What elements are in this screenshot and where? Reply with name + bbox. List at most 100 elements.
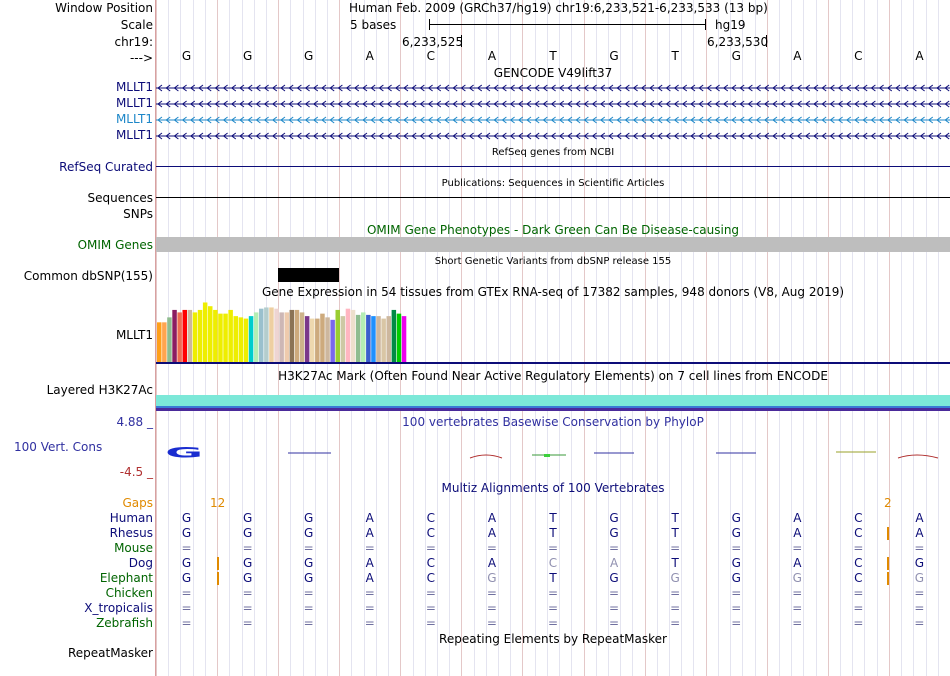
gtex-tissue-bar[interactable] (187, 309, 193, 362)
gtex-tissue-bar[interactable] (279, 312, 284, 362)
gtex-tissue-bar[interactable] (350, 309, 356, 362)
gtex-tissue-bar[interactable] (177, 312, 182, 362)
grid-line (522, 0, 524, 676)
strand-arrow (337, 100, 343, 108)
gtex-tissue-bar[interactable] (401, 316, 407, 362)
gtex-tissue-bar[interactable] (197, 309, 203, 362)
gtex-tissue-bar[interactable] (330, 319, 335, 362)
track-label-omim[interactable]: OMIM Genes (77, 238, 153, 252)
publications-line[interactable] (156, 197, 950, 198)
gtex-tissue-bar[interactable] (320, 313, 325, 362)
gtex-tissue-bar[interactable] (182, 309, 188, 362)
gtex-tissue-bar[interactable] (345, 308, 351, 362)
strand-arrow (353, 116, 360, 124)
gtex-tissue-bar[interactable] (361, 312, 366, 362)
gtex-tissue-bar[interactable] (299, 312, 305, 362)
track-label-repeatmasker[interactable]: RepeatMasker (67, 646, 153, 660)
grid-line (510, 0, 512, 676)
track-label-gencode-3[interactable]: MLLT1 (115, 112, 153, 126)
gencode-transcripts[interactable] (156, 80, 950, 144)
alignment-base: A (793, 556, 802, 570)
dbsnp-variant[interactable] (278, 268, 339, 282)
strand-arrow (403, 100, 409, 108)
gtex-tissue-bar[interactable] (218, 313, 223, 362)
species-label-elephant[interactable]: Elephant (99, 571, 153, 585)
gtex-tissue-bar[interactable] (289, 309, 295, 362)
strand-arrow (804, 132, 811, 140)
gencode-transcript-line[interactable] (156, 132, 950, 140)
gtex-tissue-bar[interactable] (192, 312, 198, 362)
gtex-tissue-bar[interactable] (208, 306, 213, 362)
gtex-tissue-bar[interactable] (243, 318, 249, 362)
track-label-phylop[interactable]: 100 Vert. Cons (14, 440, 103, 454)
track-label-dbsnp[interactable]: Common dbSNP(155) (23, 269, 153, 283)
strand-arrow (345, 100, 351, 108)
phylop-plot[interactable]: G (156, 440, 950, 480)
strand-arrow (214, 84, 220, 92)
gtex-chart[interactable] (156, 298, 950, 364)
species-label-chicken[interactable]: Chicken (105, 586, 153, 600)
gtex-tissue-bar[interactable] (294, 309, 300, 362)
alignment-base: G (304, 511, 314, 525)
strand-arrow (345, 132, 351, 140)
gtex-tissue-bar[interactable] (259, 308, 264, 362)
gtex-tissue-bar[interactable] (233, 316, 239, 362)
gtex-tissue-bar[interactable] (284, 312, 290, 362)
grid-line (607, 0, 609, 676)
gencode-transcript-line[interactable] (156, 100, 950, 108)
gtex-tissue-bar[interactable] (248, 316, 254, 362)
gtex-tissue-bar[interactable] (167, 317, 172, 362)
gencode-transcript-line[interactable] (156, 116, 950, 124)
gtex-tissue-bar[interactable] (315, 318, 320, 362)
grid-line (803, 0, 805, 676)
track-label-gencode-2[interactable]: MLLT1 (115, 96, 153, 110)
gtex-tissue-bar[interactable] (253, 312, 259, 362)
track-label-refseq[interactable]: RefSeq Curated (59, 160, 153, 174)
gtex-tissue-bar[interactable] (264, 307, 269, 362)
omim-bar[interactable] (156, 237, 950, 252)
track-label-sequences[interactable]: Sequences (87, 191, 153, 205)
gtex-tissue-bar[interactable] (335, 309, 341, 362)
species-label-mouse[interactable]: Mouse (114, 541, 153, 555)
strand-arrow (763, 100, 770, 108)
species-label-human[interactable]: Human (109, 511, 153, 525)
strand-arrow (534, 100, 540, 108)
gtex-tissue-bar[interactable] (228, 309, 233, 362)
species-label-zebrafish[interactable]: Zebrafish (96, 616, 153, 630)
strand-arrow (854, 100, 860, 108)
refseq-line[interactable] (156, 166, 950, 167)
gtex-tissue-bar[interactable] (162, 322, 167, 362)
alignment-base: = (242, 586, 253, 600)
species-label-dog[interactable]: Dog (128, 556, 153, 570)
track-label-gencode-1[interactable]: MLLT1 (115, 80, 153, 94)
gencode-transcript-line[interactable] (156, 84, 950, 92)
gtex-tissue-bar[interactable] (172, 309, 177, 362)
gtex-tissue-bar[interactable] (386, 316, 392, 362)
species-label-x_tropicalis[interactable]: X_tropicalis (84, 601, 153, 615)
gtex-tissue-bar[interactable] (355, 314, 361, 362)
gtex-tissue-bar[interactable] (310, 318, 315, 362)
h3k27ac-layer-cyan[interactable] (156, 395, 950, 407)
strand-arrow (632, 132, 638, 140)
track-label-h3k27ac[interactable]: Layered H3K27Ac (46, 383, 153, 397)
track-label-gencode-4[interactable]: MLLT1 (115, 128, 153, 142)
gtex-tissue-bar[interactable] (213, 309, 218, 362)
gtex-tissue-bar[interactable] (223, 313, 228, 362)
species-label-rhesus[interactable]: Rhesus (109, 526, 153, 540)
gtex-tissue-bar[interactable] (340, 316, 346, 362)
gtex-tissue-bar[interactable] (304, 316, 310, 362)
gtex-tissue-bar[interactable] (325, 317, 330, 362)
track-label-gtex[interactable]: MLLT1 (115, 328, 153, 342)
gtex-tissue-bar[interactable] (376, 316, 381, 362)
gtex-tissue-bar[interactable] (269, 307, 274, 362)
gtex-tissue-bar[interactable] (238, 317, 244, 362)
strand-arrow (280, 132, 286, 140)
gtex-tissue-bar[interactable] (371, 316, 376, 362)
gtex-tissue-bar[interactable] (202, 302, 208, 362)
gtex-tissue-bar[interactable] (381, 318, 386, 362)
gtex-tissue-bar[interactable] (157, 322, 162, 362)
gtex-tissue-bar[interactable] (396, 313, 402, 362)
gtex-tissue-bar[interactable] (274, 308, 279, 362)
gtex-tissue-bar[interactable] (391, 309, 397, 362)
gtex-tissue-bar[interactable] (366, 314, 371, 362)
